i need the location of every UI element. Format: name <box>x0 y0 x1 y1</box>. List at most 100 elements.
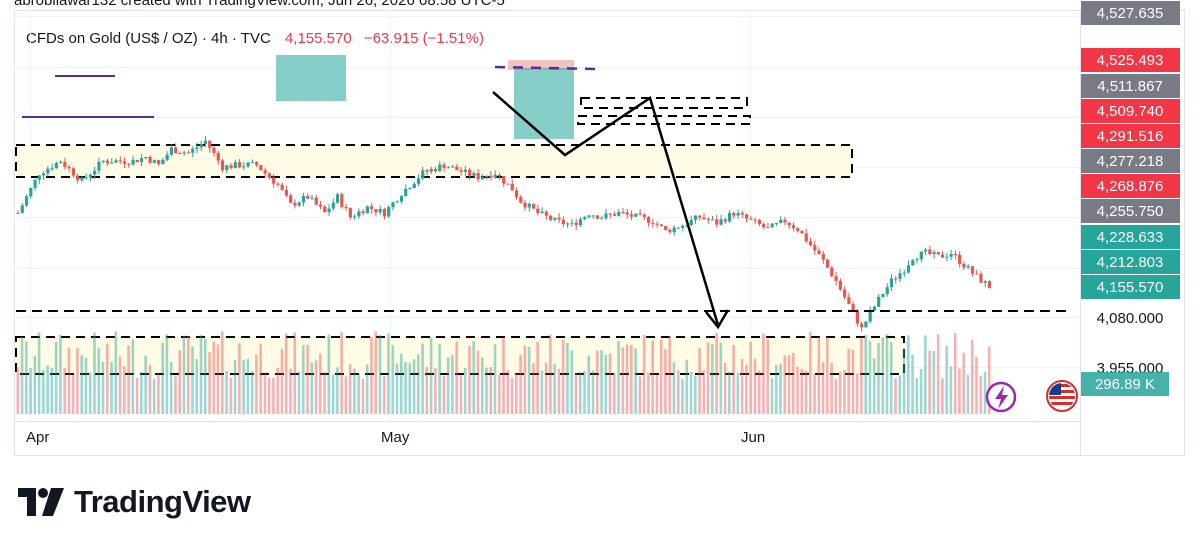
candle-body <box>936 252 940 255</box>
candle-body <box>46 168 50 174</box>
candle-body <box>595 215 600 219</box>
volume-bar <box>76 347 79 414</box>
lightning-icon[interactable] <box>985 381 1017 413</box>
price-tag-label: 4,291.516 <box>1097 128 1164 145</box>
teal-box-2[interactable] <box>514 68 574 139</box>
volume-bar <box>625 344 629 414</box>
volume-bar <box>928 350 931 414</box>
candle-body <box>297 202 301 206</box>
candle-body <box>71 168 75 176</box>
candle-body <box>783 219 787 223</box>
support-zone-lower[interactable] <box>15 336 905 375</box>
candle-body <box>557 217 561 220</box>
price-change: −63.915 (−1.51%) <box>363 30 484 47</box>
volume-bar <box>157 373 160 414</box>
volume-bar <box>425 366 429 414</box>
candle-body <box>220 160 225 171</box>
candle-body <box>813 245 817 251</box>
volume-bar <box>455 341 458 414</box>
symbol-header: CFDs on Gold (US$ / OZ) · 4h · TVC 4,155… <box>26 30 484 47</box>
candle-body <box>906 265 911 273</box>
last-price: 4,155.570 <box>284 30 352 47</box>
volume-bar <box>540 370 544 414</box>
teal-box-1[interactable] <box>276 55 346 101</box>
candle-body <box>446 167 450 169</box>
volume-bar <box>216 344 220 414</box>
candle-body <box>412 183 416 189</box>
pink-box[interactable] <box>508 60 574 70</box>
volume-bar <box>566 342 569 414</box>
volume-bar <box>591 370 595 414</box>
projection-path[interactable] <box>492 91 720 326</box>
dashed-box-top-1[interactable] <box>580 97 748 109</box>
volume-bar <box>446 357 450 414</box>
candle-body <box>864 321 868 328</box>
volume-bar <box>885 334 889 414</box>
candle-body <box>127 163 131 165</box>
candle-body <box>655 223 659 225</box>
volume-bar <box>970 339 974 414</box>
candle-body <box>519 196 523 203</box>
candle-body <box>966 266 970 268</box>
volume-bar <box>391 345 395 414</box>
candle-body <box>949 254 953 257</box>
volume-bar <box>497 374 501 414</box>
candle-body <box>941 254 945 258</box>
candle-body <box>344 206 348 209</box>
volume-bar <box>975 356 978 414</box>
volume-bar <box>434 368 437 414</box>
candle-body <box>911 260 915 266</box>
volume-bar <box>357 374 360 414</box>
candle-body <box>63 162 67 167</box>
candle-body <box>608 213 612 215</box>
candle-body <box>617 212 621 216</box>
price-tag-label: 4,525.493 <box>1097 52 1164 69</box>
candle-body <box>706 219 710 221</box>
candle-body <box>953 254 957 256</box>
candle-body <box>416 178 421 184</box>
candle-body <box>923 249 928 252</box>
volume-bar <box>140 372 143 414</box>
volume-bar <box>84 357 88 414</box>
us-flag-icon[interactable] <box>1046 380 1078 412</box>
candle-body <box>250 162 254 164</box>
volume-bar <box>182 335 186 414</box>
volume-bar <box>493 344 497 414</box>
volume-tag-bg <box>1081 372 1169 396</box>
candle-body <box>391 202 395 208</box>
volume-bar <box>280 348 284 414</box>
volume-bar <box>711 343 714 414</box>
candle-body <box>182 152 186 154</box>
price-tag-bg <box>1081 275 1180 299</box>
volume-bar <box>740 358 744 414</box>
candle-body <box>493 174 497 178</box>
candle-body <box>664 225 668 230</box>
candle-body <box>817 250 821 255</box>
volume-bar <box>659 339 663 414</box>
volume-bar <box>421 343 424 414</box>
tradingview-brand[interactable]: TradingView <box>18 484 251 520</box>
price-tag-label: 4,527.635 <box>1097 5 1164 22</box>
candle-body <box>429 168 433 172</box>
volume-bar <box>54 341 58 414</box>
volume-bar <box>958 368 961 414</box>
volume-bar <box>583 371 586 414</box>
volume-bar <box>732 344 735 414</box>
candle-body <box>399 196 404 202</box>
volume-bar <box>165 334 169 414</box>
candle-body <box>357 211 361 217</box>
volume-bar <box>33 355 37 414</box>
candle-body <box>455 166 459 171</box>
candle-body <box>122 161 127 164</box>
candles <box>16 135 992 332</box>
candle-body <box>114 160 118 163</box>
candle-body <box>915 259 919 261</box>
volume-bar <box>195 359 199 414</box>
candle-body <box>621 212 625 214</box>
candle-body <box>169 147 173 155</box>
volume-bar <box>736 372 740 414</box>
volume-bar <box>613 373 616 414</box>
candle-body <box>766 227 770 229</box>
volume-bar <box>152 378 156 414</box>
